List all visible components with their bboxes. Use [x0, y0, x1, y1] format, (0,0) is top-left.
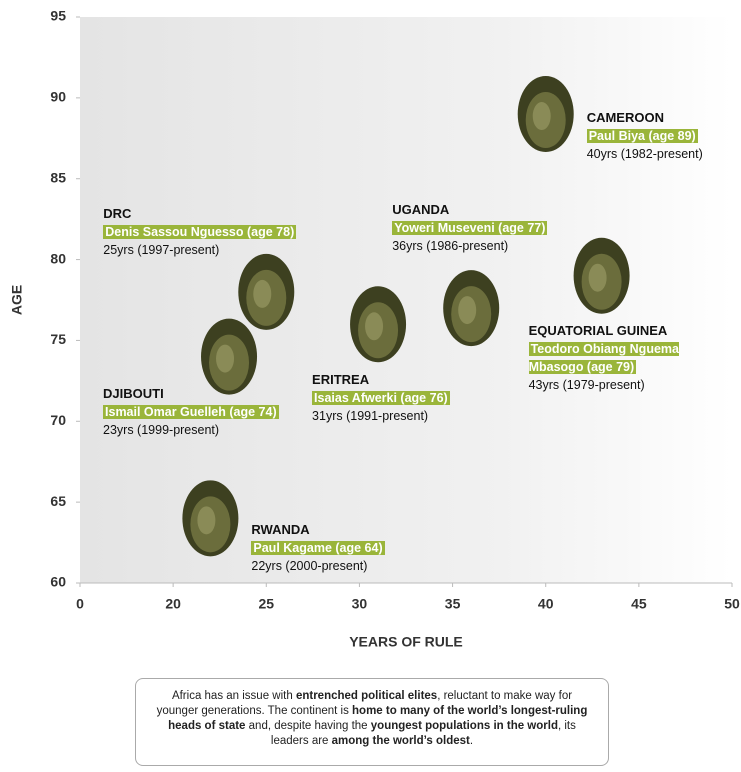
y-tick-label: 85 [50, 169, 66, 185]
leader-name: Paul Kagame (age 64) [251, 541, 384, 555]
face-shade [589, 264, 607, 292]
face-shade [253, 280, 271, 308]
plot-area [80, 17, 732, 583]
portrait [574, 238, 630, 314]
leader-name: Paul Biya (age 89) [587, 129, 698, 143]
leader-line: Denis Sassou Nguesso (age 78) [103, 223, 296, 241]
leader-label: RWANDA Paul Kagame (age 64) 22yrs (2000-pr… [251, 521, 384, 575]
leader-label: CAMEROON Paul Biya (age 89) 40yrs (1982-pr… [587, 109, 703, 163]
x-tick-label: 25 [258, 596, 274, 612]
country: ERITREA [312, 371, 450, 389]
portrait [238, 254, 294, 330]
note-text: . [470, 735, 473, 747]
country: EQUATORIAL GUINEA [529, 322, 734, 340]
note-text: among the world’s oldest [332, 735, 470, 747]
tenure: 40yrs (1982-present) [587, 145, 703, 163]
note-text: and, despite having the [245, 720, 370, 732]
leader-name: Teodoro Obiang Nguema Mbasogo (age 79) [529, 342, 679, 374]
leader-name: Denis Sassou Nguesso (age 78) [103, 225, 296, 239]
note-text: entrenched political elites [296, 690, 437, 702]
y-tick-label: 95 [50, 8, 66, 24]
leader-line: Yoweri Museveni (age 77) [392, 219, 547, 237]
portrait [518, 76, 574, 152]
y-tick-label: 65 [50, 493, 66, 509]
country: DRC [103, 205, 296, 223]
tenure: 23yrs (1999-present) [103, 421, 279, 439]
x-tick-label: 50 [724, 596, 740, 612]
tenure: 36yrs (1986-present) [392, 237, 547, 255]
country: CAMEROON [587, 109, 703, 127]
x-tick-label: 30 [352, 596, 368, 612]
leader-name: Yoweri Museveni (age 77) [392, 221, 547, 235]
y-tick-label: 60 [50, 574, 66, 590]
tenure: 22yrs (2000-present) [251, 557, 384, 575]
leader-line: Ismail Omar Guelleh (age 74) [103, 403, 279, 421]
tenure: 25yrs (1997-present) [103, 241, 296, 259]
leader-name: Isaias Afwerki (age 76) [312, 391, 450, 405]
y-tick-label: 80 [50, 250, 66, 266]
portrait [182, 480, 238, 556]
x-tick-label: 40 [538, 596, 554, 612]
x-tick-label: 0 [76, 596, 84, 612]
leader-label: ERITREA Isaias Afwerki (age 76) 31yrs (199… [312, 371, 450, 425]
leader-line: Isaias Afwerki (age 76) [312, 389, 450, 407]
leader-label: UGANDA Yoweri Museveni (age 77) 36yrs (198… [392, 201, 547, 255]
portrait [201, 319, 257, 395]
portrait [350, 286, 406, 362]
face-shade [533, 102, 551, 130]
leader-line: Paul Biya (age 89) [587, 127, 703, 145]
leader-label: DRC Denis Sassou Nguesso (age 78) 25yrs (1… [103, 205, 296, 259]
page: AGE YEARS OF RULE 60 65 70 75 80 85 90 95 0 20 25 3… [0, 0, 741, 772]
tenure: 43yrs (1979-present) [529, 376, 734, 394]
y-tick-label: 75 [50, 331, 66, 347]
note-box: Africa has an issue with entrenched poli… [135, 678, 609, 766]
country: RWANDA [251, 521, 384, 539]
y-tick-label: 90 [50, 89, 66, 105]
x-tick-label: 20 [165, 596, 181, 612]
leader-name: Ismail Omar Guelleh (age 74) [103, 405, 279, 419]
y-tick-label: 70 [50, 412, 66, 428]
leader-line: Teodoro Obiang Nguema Mbasogo (age 79) [529, 340, 734, 376]
tenure: 31yrs (1991-present) [312, 407, 450, 425]
note-text: Africa has an issue with [172, 690, 296, 702]
x-axis-label: YEARS OF RULE [349, 634, 463, 650]
x-tick-label: 45 [631, 596, 647, 612]
country: DJIBOUTI [103, 385, 279, 403]
face-shade [458, 296, 476, 324]
leader-line: Paul Kagame (age 64) [251, 539, 384, 557]
face-shade [216, 345, 234, 373]
face-shade [365, 312, 383, 340]
country: UGANDA [392, 201, 547, 219]
leader-label: EQUATORIAL GUINEA Teodoro Obiang Nguema M… [529, 322, 734, 394]
x-tick-label: 35 [445, 596, 461, 612]
y-axis-label: AGE [9, 285, 25, 315]
note-text: youngest populations in the world [371, 720, 558, 732]
portrait [443, 270, 499, 346]
face-shade [197, 506, 215, 534]
leader-label: DJIBOUTI Ismail Omar Guelleh (age 74) 23yr… [103, 385, 279, 439]
